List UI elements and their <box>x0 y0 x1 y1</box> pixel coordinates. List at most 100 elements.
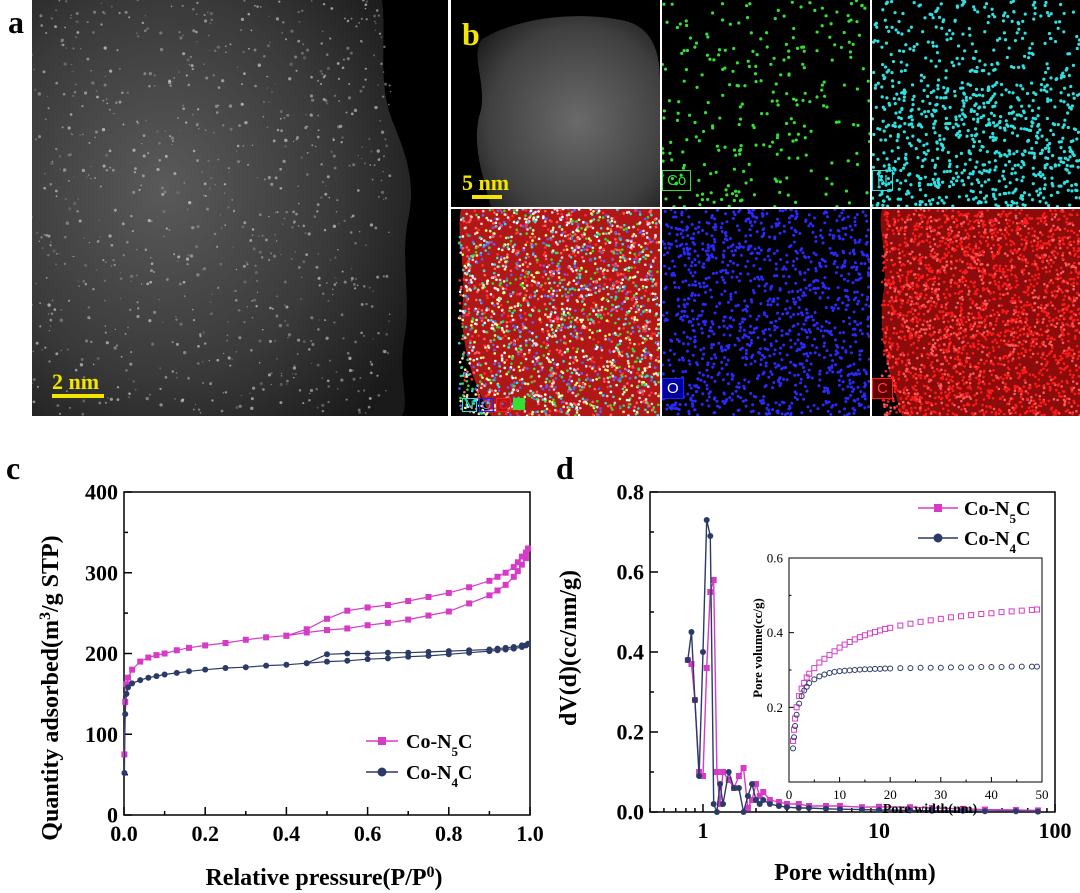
texture-dot <box>164 154 168 158</box>
eds-dot <box>926 94 930 98</box>
eds-dot <box>531 360 535 363</box>
eds-dot <box>1012 126 1017 130</box>
eds-dot <box>620 281 623 285</box>
eds-dot <box>866 257 870 261</box>
eds-dot <box>900 91 904 95</box>
eds-dot <box>727 204 731 207</box>
eds-dot <box>551 228 555 232</box>
eds-dot <box>656 348 659 352</box>
eds-dot <box>960 108 964 112</box>
eds-dot <box>672 215 676 219</box>
eds-dot <box>616 209 619 212</box>
texture-dot <box>372 54 376 57</box>
eds-dot <box>630 354 634 357</box>
eds-dot <box>582 259 585 263</box>
eds-dot <box>741 336 745 340</box>
eds-dot <box>768 258 772 262</box>
eds-dot <box>553 317 557 321</box>
eds-dot <box>643 294 646 298</box>
texture-dot <box>136 0 139 2</box>
eds-dot <box>524 382 527 386</box>
eds-dot <box>1011 0 1016 3</box>
eds-dot <box>893 159 897 164</box>
texture-dot <box>180 130 182 132</box>
eds-dot <box>856 302 860 306</box>
eds-dot <box>495 278 498 281</box>
eds-dot <box>662 159 665 163</box>
eds-dot <box>749 362 753 366</box>
eds-dot <box>595 280 598 284</box>
eds-dot <box>566 209 570 211</box>
eds-dot <box>548 315 552 319</box>
eds-dot <box>714 170 718 174</box>
eds-dot <box>477 362 481 365</box>
texture-dot <box>65 221 69 225</box>
eds-dot <box>1059 91 1063 95</box>
eds-dot <box>993 124 997 128</box>
eds-dot <box>933 131 937 135</box>
texture-dot <box>78 219 82 223</box>
eds-dot <box>565 248 569 251</box>
eds-dot <box>743 84 747 88</box>
texture-dot <box>132 148 136 152</box>
eds-dot <box>1045 116 1049 121</box>
eds-dot <box>563 230 567 234</box>
eds-dot <box>509 239 513 243</box>
texture-dot <box>149 280 153 284</box>
eds-dot <box>524 298 527 302</box>
texture-dot <box>333 94 337 97</box>
texture-dot <box>80 48 82 50</box>
texture-dot <box>327 300 330 302</box>
eds-dot <box>734 153 738 157</box>
eds-dot <box>492 338 496 342</box>
texture-dot <box>55 263 57 266</box>
texture-dot <box>175 371 178 374</box>
eds-dot <box>588 403 592 406</box>
eds-dot <box>493 263 497 266</box>
eds-dot <box>899 60 903 64</box>
eds-dot <box>561 231 565 235</box>
texture-dot <box>262 388 265 391</box>
texture-dot <box>298 389 302 392</box>
texture-dot <box>251 144 254 147</box>
eds-dot <box>570 222 574 226</box>
eds-dot <box>942 86 946 90</box>
texture-dot <box>208 187 212 190</box>
eds-dot <box>839 356 843 360</box>
texture-dot <box>90 70 92 72</box>
eds-dot <box>935 51 940 55</box>
eds-dot <box>649 265 653 269</box>
texture-dot <box>152 310 157 315</box>
eds-dot <box>760 353 764 357</box>
eds-dot <box>853 220 857 224</box>
eds-dot <box>498 283 502 287</box>
eds-dot <box>761 398 765 402</box>
eds-dot <box>735 224 739 228</box>
eds-dot <box>550 297 554 301</box>
eds-dot <box>528 412 531 416</box>
eds-dot <box>984 200 988 204</box>
eds-dot <box>846 279 850 283</box>
eds-dot <box>1050 176 1054 180</box>
eds-dot <box>934 64 938 68</box>
eds-dot <box>684 209 688 211</box>
eds-dot <box>651 292 655 295</box>
eds-dot <box>966 82 970 86</box>
eds-dot <box>749 178 753 182</box>
eds-dot <box>548 281 551 285</box>
eds-dot <box>784 267 788 271</box>
eds-dot <box>530 245 534 249</box>
eds-dot <box>931 198 935 202</box>
texture-dot <box>60 38 64 42</box>
texture-dot <box>272 139 276 143</box>
eds-dot <box>825 105 829 109</box>
eds-dot <box>515 381 519 385</box>
texture-dot <box>251 228 255 231</box>
eds-dot <box>953 18 957 22</box>
eds-dot <box>490 276 494 280</box>
eds-dot <box>632 225 636 229</box>
eds-dot <box>813 8 817 13</box>
eds-dot <box>693 258 697 262</box>
eds-dot <box>622 273 625 276</box>
eds-dot <box>624 292 628 296</box>
